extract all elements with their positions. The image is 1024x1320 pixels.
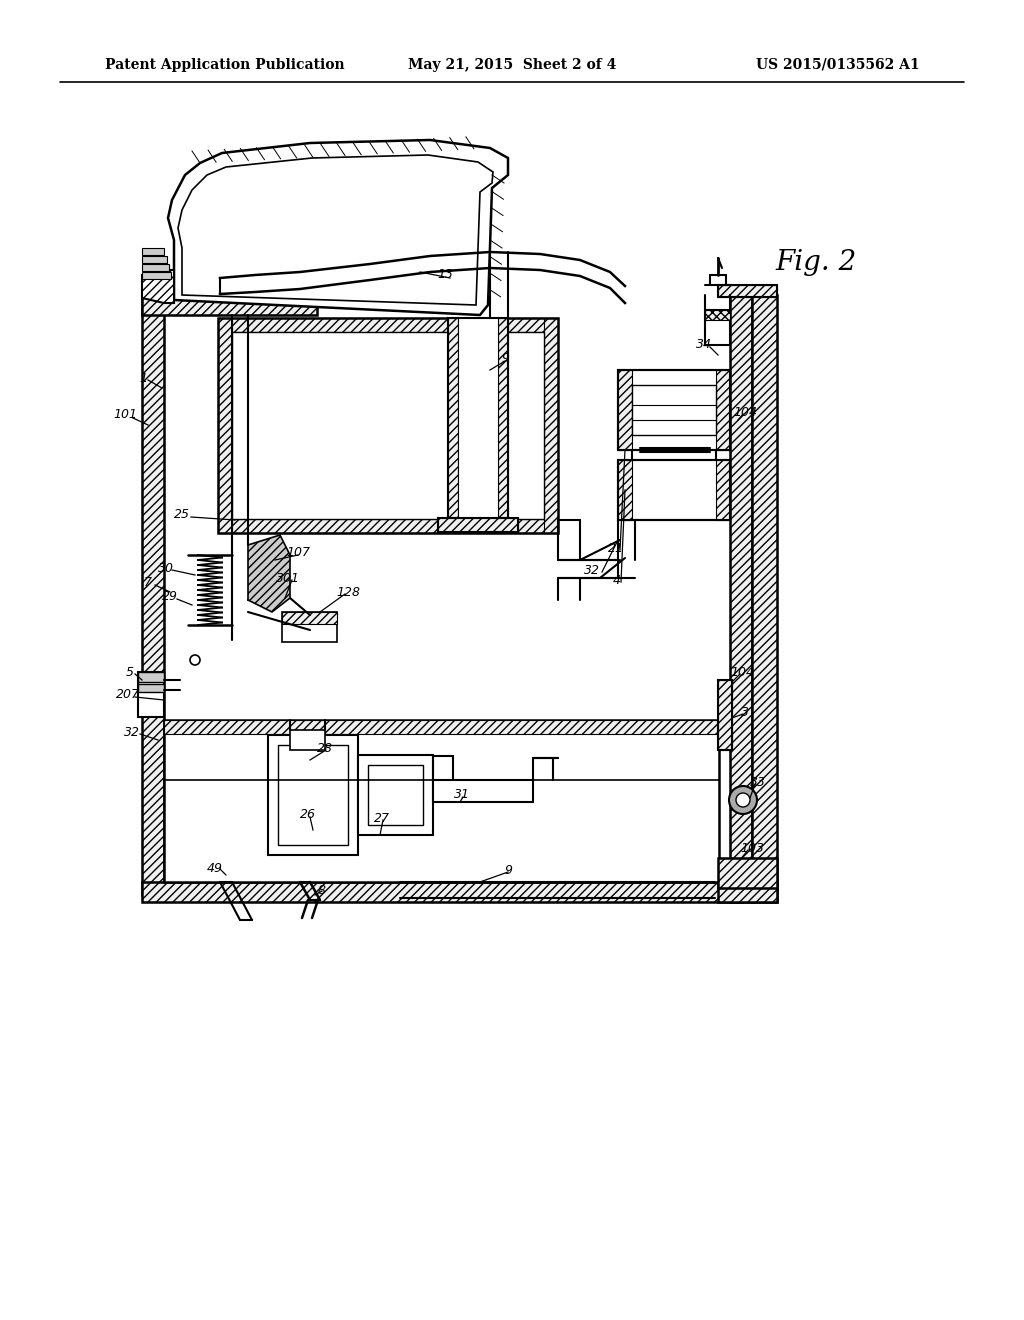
Bar (718, 858, 777, 888)
Bar (433, 780, 534, 803)
Bar (632, 385, 716, 436)
Text: 128: 128 (336, 586, 360, 598)
Text: 8: 8 (318, 883, 326, 896)
Bar (282, 612, 337, 642)
Bar (618, 370, 632, 450)
Text: 9: 9 (504, 863, 512, 876)
Text: 26: 26 (300, 808, 316, 821)
Bar (449, 318, 508, 517)
Bar (164, 719, 719, 734)
Text: 103: 103 (740, 842, 764, 854)
Text: 25: 25 (174, 508, 190, 521)
Bar (718, 285, 777, 297)
Text: 32: 32 (584, 564, 600, 577)
Bar (142, 294, 317, 315)
Bar (218, 318, 558, 533)
Bar (358, 755, 433, 836)
Text: 21: 21 (608, 541, 624, 554)
Text: 13: 13 (437, 268, 453, 281)
Bar (218, 318, 558, 333)
Bar (438, 517, 518, 532)
Text: 27: 27 (374, 812, 390, 825)
Bar (730, 294, 752, 902)
Circle shape (736, 793, 750, 807)
Bar (438, 517, 518, 532)
Bar (544, 318, 558, 533)
Text: 5: 5 (126, 665, 134, 678)
Bar (218, 318, 232, 533)
Text: Patent Application Publication: Patent Application Publication (105, 58, 345, 73)
Text: 101: 101 (113, 408, 137, 421)
Polygon shape (178, 154, 493, 305)
Text: 31: 31 (454, 788, 470, 801)
Bar (618, 370, 730, 450)
Bar (232, 333, 544, 519)
Bar (716, 370, 730, 450)
Bar (618, 459, 632, 520)
Text: 9: 9 (501, 351, 509, 364)
Text: May 21, 2015  Sheet 2 of 4: May 21, 2015 Sheet 2 of 4 (408, 58, 616, 73)
Bar (138, 684, 164, 692)
Text: 104: 104 (730, 665, 754, 678)
Bar (752, 294, 777, 902)
Bar (752, 294, 777, 902)
Text: 49: 49 (207, 862, 223, 874)
Bar (142, 882, 742, 902)
Bar (618, 370, 730, 450)
Bar (142, 882, 742, 902)
Text: US 2015/0135562 A1: US 2015/0135562 A1 (757, 58, 920, 73)
Text: 3: 3 (741, 705, 749, 718)
Bar (618, 459, 730, 520)
Bar (142, 294, 164, 895)
Bar (142, 294, 317, 315)
Bar (138, 672, 164, 682)
Bar (368, 766, 423, 825)
Bar (449, 318, 458, 517)
Polygon shape (142, 271, 174, 304)
Circle shape (729, 785, 757, 814)
Bar (142, 256, 167, 263)
Bar (164, 719, 719, 882)
Bar (282, 612, 337, 624)
Text: 4: 4 (613, 573, 621, 586)
Bar (718, 680, 732, 750)
Bar (498, 318, 508, 517)
Bar (718, 680, 732, 750)
Bar (268, 735, 358, 855)
Text: 7: 7 (144, 576, 152, 589)
Bar (718, 880, 777, 902)
Text: 29: 29 (162, 590, 178, 603)
Bar (142, 264, 169, 271)
Bar (716, 459, 730, 520)
Bar (718, 285, 777, 297)
Text: 34: 34 (696, 338, 712, 351)
Bar (142, 248, 164, 255)
Bar (142, 294, 164, 895)
Bar (705, 310, 730, 345)
Bar (290, 730, 325, 750)
Text: 30: 30 (158, 562, 174, 576)
Text: 1: 1 (139, 371, 147, 384)
Text: 107: 107 (286, 545, 310, 558)
Bar (142, 272, 171, 279)
Bar (138, 672, 164, 717)
Bar (218, 519, 558, 533)
Polygon shape (168, 140, 508, 315)
Bar (718, 880, 777, 902)
Bar (278, 744, 348, 845)
Text: 33: 33 (750, 776, 766, 788)
Text: Fig. 2: Fig. 2 (775, 248, 856, 276)
Text: 207: 207 (116, 689, 140, 701)
Polygon shape (248, 535, 290, 612)
Bar (458, 318, 498, 517)
Bar (718, 858, 777, 888)
Text: 104: 104 (733, 405, 757, 418)
Text: 28: 28 (317, 742, 333, 755)
Bar (705, 310, 730, 319)
Bar (618, 459, 730, 520)
Text: 301: 301 (276, 572, 300, 585)
Circle shape (190, 655, 200, 665)
Bar (730, 294, 752, 902)
Text: 32: 32 (124, 726, 140, 738)
